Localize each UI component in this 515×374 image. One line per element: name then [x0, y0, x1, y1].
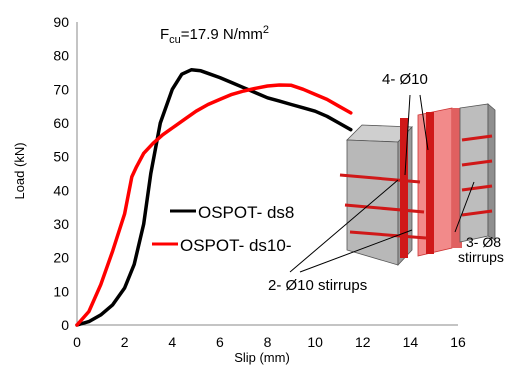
- x-tick-label: 4: [168, 334, 176, 350]
- annotation-rest: =17.9 N/mm: [181, 26, 263, 43]
- axes: [76, 22, 458, 326]
- label-longitudinal-bars: 4- Ø10: [382, 71, 428, 88]
- embedded-profile-left: [400, 118, 408, 258]
- steel-plate-edge: [452, 108, 462, 248]
- leader-line-bottom-1: [289, 179, 399, 273]
- y-tick-label: 30: [53, 216, 69, 232]
- stirrup-bar-6: [461, 184, 493, 192]
- x-tick-label: 16: [450, 334, 466, 350]
- y-tick-label: 50: [53, 149, 69, 165]
- label-rear-stirrups-line2: stirrups: [458, 249, 504, 265]
- rear-slab-face: [459, 103, 489, 243]
- legend: OSPOT- ds8 OSPOT- ds10-: [152, 203, 294, 255]
- stirrup-bar-1: [339, 173, 421, 184]
- x-axis-label: Slip (mm): [234, 350, 290, 365]
- x-tick-label: 6: [216, 334, 224, 350]
- y-axis-label: Load (kN): [12, 142, 27, 199]
- leader-line-right: [454, 181, 475, 233]
- series-layer: [75, 68, 353, 327]
- strength-annotation: Fcu=17.9 N/mm2: [160, 24, 269, 46]
- stirrup-bar-2: [344, 203, 425, 214]
- annotation-superscript: 2: [263, 24, 269, 36]
- y-tick-label: 10: [53, 283, 69, 299]
- y-tick-label: 70: [53, 81, 69, 97]
- x-tick-labels: 0 2 4 6 8 10 12 14 16: [73, 334, 466, 350]
- rear-slab-side: [487, 103, 496, 241]
- series-line-ds8: [75, 68, 353, 327]
- legend-label-ds8: OSPOT- ds8: [198, 203, 294, 222]
- stirrups-group: [339, 134, 493, 240]
- label-front-stirrups: 2- Ø10 stirrups: [268, 277, 367, 294]
- embedded-profile-right: [426, 112, 434, 254]
- y-tick-label: 90: [53, 14, 69, 30]
- leader-lines: [289, 94, 475, 273]
- y-tick-labels: 0 10 20 30 40 50 60 70 80 90: [53, 14, 69, 333]
- leader-line-top-2: [419, 94, 429, 151]
- leader-line-top-1: [404, 94, 411, 176]
- stirrup-bar-7: [461, 209, 493, 217]
- y-tick-label: 60: [53, 115, 69, 131]
- x-tick-label: 0: [73, 334, 81, 350]
- specimen-illustration: 4- Ø10 3- Ø8 stirrups 2- Ø10 stirrups: [268, 71, 504, 294]
- steel-plate: [417, 107, 453, 257]
- series-line-ds10: [75, 83, 353, 327]
- y-tick-label: 20: [53, 250, 69, 266]
- slab-front-face: [346, 139, 399, 266]
- x-tick-label: 14: [403, 334, 419, 350]
- stirrup-bar-3: [349, 230, 427, 240]
- x-tick-label: 12: [355, 334, 371, 350]
- stirrup-bar-5: [461, 159, 493, 167]
- y-tick-label: 40: [53, 182, 69, 198]
- annotation-main: F: [160, 26, 169, 43]
- x-tick-label: 10: [307, 334, 323, 350]
- label-rear-stirrups-line1: 3- Ø8: [466, 234, 501, 250]
- legend-label-ds10: OSPOT- ds10-: [180, 236, 291, 255]
- y-tick-label: 80: [53, 48, 69, 64]
- annotation-subscript: cu: [169, 34, 181, 46]
- x-tick-label: 2: [121, 334, 129, 350]
- leader-line-bottom-2: [299, 229, 413, 273]
- stirrup-bar-4: [461, 134, 493, 142]
- x-tick-label: 8: [264, 334, 272, 350]
- y-tick-label: 0: [61, 317, 69, 333]
